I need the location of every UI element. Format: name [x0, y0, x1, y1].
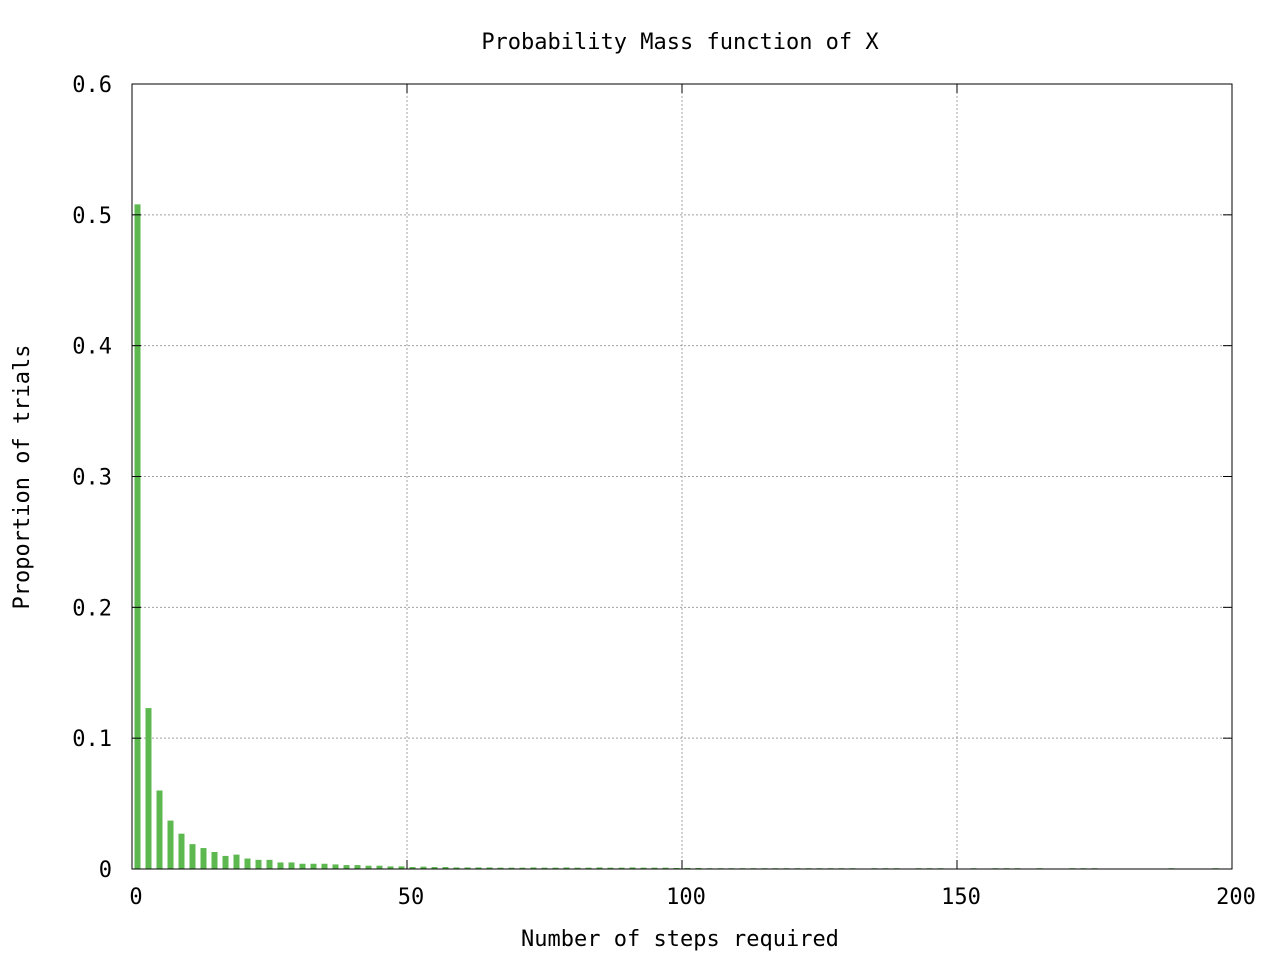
pmf-bar: [486, 867, 493, 869]
pmf-bar: [156, 790, 163, 869]
y-tick-label: 0.4: [72, 335, 112, 360]
pmf-bar: [321, 863, 328, 869]
pmf-bar: [640, 867, 647, 869]
pmf-bar: [673, 867, 680, 869]
x-tick-label: 50: [398, 885, 425, 910]
y-axis-label: Proportion of trials: [10, 345, 35, 610]
pmf-bar: [618, 867, 625, 869]
pmf-bar: [585, 867, 592, 869]
pmf-bar: [200, 848, 207, 869]
y-tick-label: 0.3: [72, 466, 112, 491]
pmf-bar: [607, 867, 614, 869]
pmf-bar: [134, 204, 141, 869]
pmf-bar: [310, 863, 317, 869]
pmf-bar: [442, 867, 449, 869]
pmf-bar: [365, 865, 372, 869]
y-tick-label: 0.6: [72, 73, 112, 98]
pmf-bar: [464, 867, 471, 869]
pmf-bar: [541, 867, 548, 869]
y-tick-label: 0: [99, 858, 112, 883]
pmf-bar: [596, 867, 603, 869]
pmf-bar: [145, 708, 152, 869]
pmf-bar: [332, 864, 339, 869]
pmf-bar: [189, 844, 196, 869]
x-tick-label: 0: [129, 885, 142, 910]
pmf-bar: [233, 854, 240, 869]
grid-layer: [132, 84, 1232, 869]
pmf-bar: [629, 867, 636, 869]
x-axis-label: Number of steps required: [521, 927, 839, 952]
pmf-bar: [211, 851, 218, 869]
pmf-bar: [552, 867, 559, 869]
bars-layer: [134, 204, 1219, 869]
pmf-bar: [343, 865, 350, 869]
pmf-bar: [244, 858, 251, 869]
tick-labels-layer: 0 0.1 0.2 0.3 0.4 0.5 0.6 0 50 100 150 200: [72, 73, 1256, 910]
pmf-bar: [398, 866, 405, 869]
pmf-bar: [255, 859, 262, 869]
pmf-bar: [695, 867, 702, 869]
pmf-bar: [354, 865, 361, 869]
pmf-bar: [453, 867, 460, 869]
pmf-bar: [387, 866, 394, 869]
pmf-bar: [662, 867, 669, 869]
pmf-bar: [508, 867, 515, 869]
pmf-bar: [475, 867, 482, 869]
pmf-bar: [519, 867, 526, 869]
pmf-bar: [431, 867, 438, 869]
pmf-bar: [222, 855, 229, 869]
pmf-bar: [266, 859, 273, 869]
pmf-bar: [288, 862, 295, 869]
pmf-bar: [497, 867, 504, 869]
pmf-bar: [684, 867, 691, 869]
chart-title: Probability Mass function of X: [481, 30, 879, 55]
y-tick-label: 0.2: [72, 596, 112, 621]
pmf-bar: [651, 867, 658, 869]
pmf-bar: [530, 867, 537, 869]
ticks-layer: [131, 83, 1233, 870]
pmf-bar: [178, 833, 185, 869]
x-tick-label: 150: [941, 885, 981, 910]
pmf-bar: [574, 867, 581, 869]
pmf-bar: [420, 866, 427, 869]
x-tick-label: 200: [1216, 885, 1256, 910]
pmf-bar: [299, 863, 306, 869]
y-tick-label: 0.1: [72, 727, 112, 752]
y-tick-label: 0.5: [72, 204, 112, 229]
pmf-bar: [563, 867, 570, 869]
pmf-bar: [409, 867, 416, 869]
x-tick-label: 100: [666, 885, 706, 910]
pmf-bar: [376, 865, 383, 869]
pmf-bar: [277, 862, 284, 869]
pmf-bar: [167, 820, 174, 869]
